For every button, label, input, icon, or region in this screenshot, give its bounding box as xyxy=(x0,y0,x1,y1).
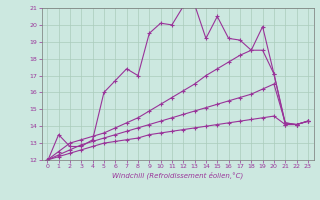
X-axis label: Windchill (Refroidissement éolien,°C): Windchill (Refroidissement éolien,°C) xyxy=(112,172,243,179)
